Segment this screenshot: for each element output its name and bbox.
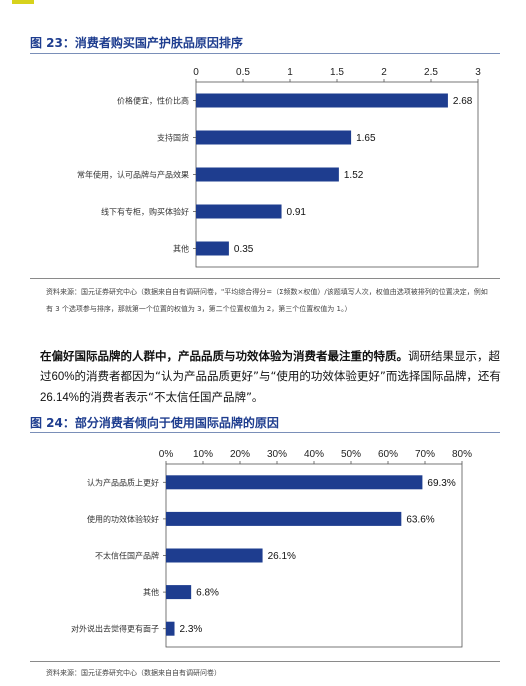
figure-23-tick-label: 1 xyxy=(287,67,293,78)
figure-23-category-label: 价格便宜，性价比高 xyxy=(117,96,189,106)
figure-23-category-label: 常年使用，认可品牌与产品效果 xyxy=(77,170,189,180)
paragraph-number-2: 26.14% xyxy=(40,392,80,404)
figure-24-data-label: 6.8% xyxy=(196,588,219,599)
figure-23-category-label: 线下有专柜，购买体验好 xyxy=(101,207,189,217)
figure-24-category-label: 对外说出去觉得更有面子 xyxy=(71,624,159,634)
figure-24-tick-label: 10% xyxy=(193,449,213,460)
figure-24-category-label: 认为产品品质上更好 xyxy=(87,477,159,487)
figure-24-chart: 0% 10% 20% 30% 40% 50% 60% 70% 80% 认为产品品质上更好 69.3%… xyxy=(71,449,472,648)
figure-24-category-label: 其他 xyxy=(143,587,159,597)
figure-24-tick-label: 70% xyxy=(415,449,435,460)
figure-23-title: 图 23：消费者购买国产护肤品原因排序 xyxy=(30,36,243,50)
figure-23-bar xyxy=(196,204,282,219)
paragraph-text-3: 的消费者表示“不太信任国产品牌”。 xyxy=(79,390,264,404)
figure-24-top-rule xyxy=(30,432,500,433)
figure-23-bar xyxy=(196,93,448,108)
figure-24-data-label: 2.3% xyxy=(180,624,203,635)
paragraph-text-1: 调研结果显示，超过 xyxy=(40,349,500,383)
figure-24-data-label: 26.1% xyxy=(268,551,296,562)
figure-24-tick-label: 0% xyxy=(159,449,174,460)
figure-24-tick-label: 40% xyxy=(304,449,324,460)
figure-23-data-label: 0.35 xyxy=(234,244,254,255)
figure-24-bar xyxy=(166,475,423,490)
figure-24-source: 资料来源：国元证券研究中心（数据来自自有调研问卷） xyxy=(46,669,221,677)
figure-23-bar xyxy=(196,241,229,256)
figure-23-tick-label: 0 xyxy=(193,67,199,78)
figure-24-data-label: 63.6% xyxy=(406,514,434,525)
figure-24-bar xyxy=(166,621,175,636)
header-accent xyxy=(12,0,34,4)
figure-23-tick-label: 2.5 xyxy=(424,67,438,78)
figure-23-data-label: 0.91 xyxy=(287,207,307,218)
figure-24-bar xyxy=(166,585,192,600)
body-paragraph: 在偏好国际品牌的人群中，产品品质与功效体验为消费者最注重的特质。调研结果显示，超… xyxy=(40,346,504,408)
figure-24-bar xyxy=(166,511,402,526)
paragraph-text-2: 的消费者都因为“认为产品品质更好”与“使用的功效体验更好”而选择国际品牌，还有 xyxy=(74,369,501,383)
figure-24-tick-label: 80% xyxy=(452,449,472,460)
figure-24-category-label: 不太信任国产品牌 xyxy=(95,551,159,561)
figure-23-tick-label: 2 xyxy=(381,67,387,78)
figure-23-bar xyxy=(196,167,339,182)
figure-23-tick-label: 0.5 xyxy=(236,67,250,78)
figure-23-category-label: 支持国货 xyxy=(157,133,189,143)
figure-23-top-rule xyxy=(30,53,500,54)
figure-24-title: 图 24：部分消费者倾向于使用国际品牌的原因 xyxy=(30,416,279,430)
paragraph-bold-lead: 在偏好国际品牌的人群中，产品品质与功效体验为消费者最注重的特质。 xyxy=(40,349,408,363)
figure-23-bar xyxy=(196,130,352,145)
figure-24-bottom-rule xyxy=(30,661,500,662)
figure-23-data-label: 1.65 xyxy=(356,133,376,144)
figure-24-bar xyxy=(166,548,263,563)
figure-24-tick-label: 30% xyxy=(267,449,287,460)
figure-24-tick-label: 20% xyxy=(230,449,250,460)
header-bar xyxy=(12,0,514,4)
figure-23-category-label: 其他 xyxy=(173,244,189,254)
figure-23-bottom-rule xyxy=(30,278,500,279)
figure-24-tick-label: 50% xyxy=(341,449,361,460)
figure-23-data-label: 1.52 xyxy=(344,170,364,181)
figure-23-source-note: 资料来源：国元证券研究中心（数据来自自有调研问卷，"平均综合得分=（Σ频数×权值… xyxy=(46,288,488,313)
figure-24-category-label: 使用的功效体验较好 xyxy=(87,514,159,524)
figure-23-tick-label: 1.5 xyxy=(330,67,344,78)
figure-23-tick-label: 3 xyxy=(475,67,481,78)
paragraph-number-1: 60% xyxy=(51,371,75,383)
figure-24-data-label: 69.3% xyxy=(427,478,455,489)
figure-23-data-label: 2.68 xyxy=(453,96,473,107)
figure-24-tick-label: 60% xyxy=(378,449,398,460)
